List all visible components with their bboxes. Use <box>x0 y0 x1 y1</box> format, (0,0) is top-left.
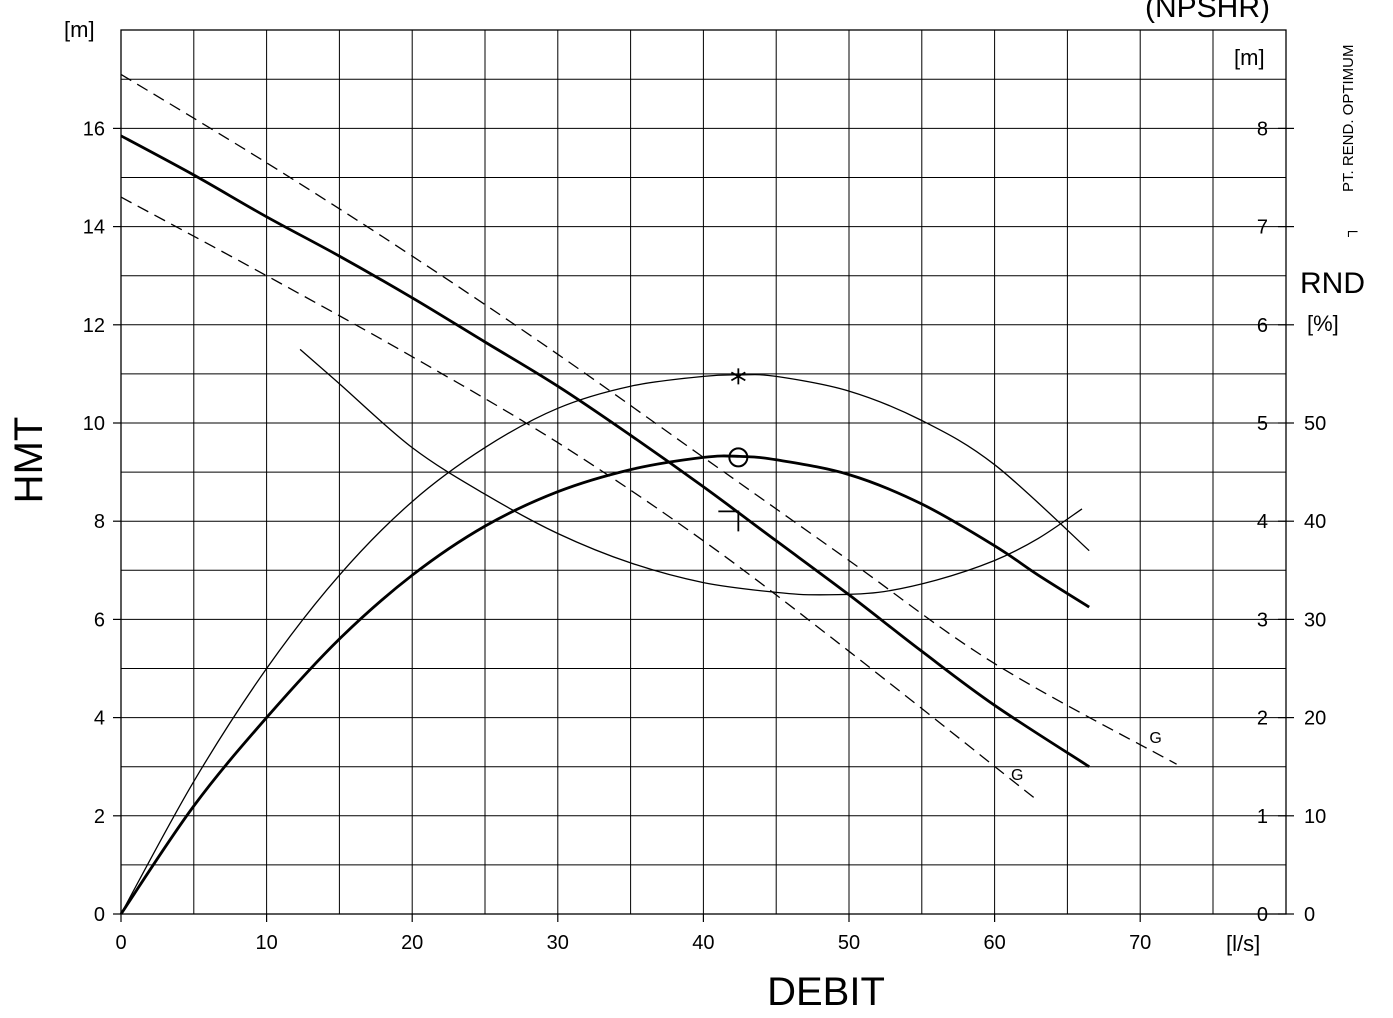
y-tick-label: 6 <box>94 609 105 631</box>
npshr-tick-label: 8 <box>1257 118 1268 140</box>
npshr-tick-label: 1 <box>1257 806 1268 828</box>
y-tick-label: 16 <box>83 118 105 140</box>
optimum-note: PT. REND. OPTIMUM <box>1340 44 1357 192</box>
x-tick-label: 70 <box>1129 932 1151 954</box>
rnd-tick-label: 40 <box>1304 511 1326 533</box>
y-tick-label: 14 <box>83 217 105 239</box>
x-unit-label: [l/s] <box>1226 931 1260 956</box>
y-tick-label: 4 <box>94 708 105 730</box>
npshr-unit-label: [m] <box>1234 45 1265 70</box>
grid <box>121 30 1286 914</box>
x-tick-label: 0 <box>115 932 126 954</box>
x-tick-label: 60 <box>983 932 1005 954</box>
y-axis-title: HMT <box>7 417 51 504</box>
npshr-label: (NPSHR) <box>1145 0 1270 24</box>
series-label-3: G <box>1011 767 1023 784</box>
y-unit-label: [m] <box>64 17 95 42</box>
y-tick-label: 0 <box>94 904 105 926</box>
y-tick-label: 2 <box>94 806 105 828</box>
rnd-tick-label: 10 <box>1304 806 1326 828</box>
optimum-symbol: ┐ <box>1340 226 1358 237</box>
series-line-3 <box>121 197 1038 801</box>
npshr-tick-label: 0 <box>1257 904 1268 926</box>
x-tick-label: 10 <box>255 932 277 954</box>
npshr-tick-label: 6 <box>1257 315 1268 337</box>
x-tick-label: 30 <box>547 932 569 954</box>
curves: GG <box>121 74 1177 914</box>
series-label-2: G <box>1149 730 1161 747</box>
x-tick-label: 20 <box>401 932 423 954</box>
y-tick-label: 10 <box>83 413 105 435</box>
rnd-tick-label: 30 <box>1304 609 1326 631</box>
rnd-tick-label: 20 <box>1304 708 1326 730</box>
x-tick-label: 50 <box>838 932 860 954</box>
y-tick-label: 8 <box>94 511 105 533</box>
rnd-label: RND <box>1300 267 1365 300</box>
x-axis-title: DEBIT <box>767 970 885 1014</box>
npshr-tick-label: 3 <box>1257 609 1268 631</box>
npshr-tick-label: 7 <box>1257 217 1268 239</box>
y-tick-label: 12 <box>83 315 105 337</box>
rnd-unit-label: [%] <box>1307 311 1339 336</box>
x-tick-label: 40 <box>692 932 714 954</box>
npshr-tick-label: 4 <box>1257 511 1268 533</box>
rnd-tick-label: 0 <box>1304 904 1315 926</box>
npshr-tick-label: 2 <box>1257 708 1268 730</box>
npshr-tick-label: 5 <box>1257 413 1268 435</box>
rnd-tick-label: 50 <box>1304 413 1326 435</box>
